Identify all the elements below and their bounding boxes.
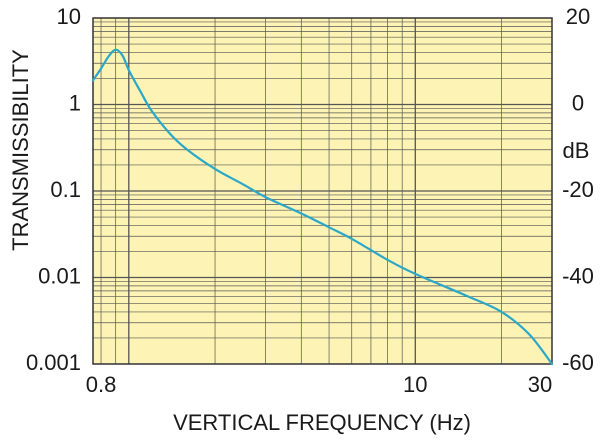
y-axis-title: TRANSMISSIBILITY — [8, 49, 33, 251]
y2-tick-label: -20 — [562, 177, 594, 202]
y-tick-label: 0.001 — [26, 350, 81, 375]
y2-axis-title: dB — [563, 138, 590, 163]
y2-tick-label: 20 — [566, 4, 590, 29]
y-tick-label: 10 — [57, 4, 81, 29]
x-tick-label: 10 — [403, 372, 427, 397]
y2-axis-ticks: 20 0 -20 -40 -60 — [562, 4, 594, 375]
x-tick-label: 30 — [528, 372, 552, 397]
plot-frame — [92, 17, 553, 365]
x-tick-label: 0.8 — [86, 372, 117, 397]
y-tick-label: 0.01 — [38, 263, 81, 288]
y2-tick-label: -40 — [562, 263, 594, 288]
y-tick-label: 0.1 — [50, 177, 81, 202]
x-axis-ticks: 0.8 10 30 — [86, 372, 553, 397]
y2-tick-label: -60 — [562, 350, 594, 375]
series-line — [91, 48, 554, 366]
y2-tick-label: 0 — [572, 90, 584, 115]
grid-lines — [93, 18, 552, 364]
y-axis-ticks: 10 1 0.1 0.01 0.001 — [26, 4, 81, 375]
y-tick-label: 1 — [69, 90, 81, 115]
x-axis-title: VERTICAL FREQUENCY (Hz) — [173, 410, 471, 435]
